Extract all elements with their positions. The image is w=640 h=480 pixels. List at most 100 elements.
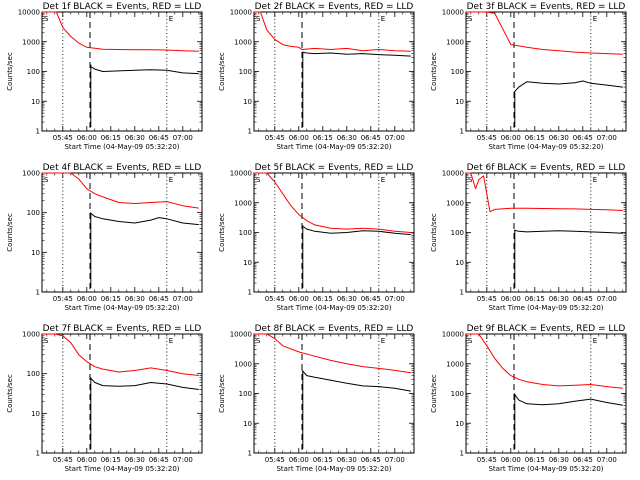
y-tick-label: 100	[27, 370, 40, 378]
x-tick-label: 05:45	[265, 134, 285, 142]
y-axis-label: Counts/sec	[430, 374, 438, 413]
x-tick-label: 06:15	[101, 134, 121, 142]
start-marker-label: S	[44, 337, 49, 345]
y-axis-label: Counts/sec	[218, 213, 226, 252]
x-tick-label: 06:00	[501, 456, 521, 464]
series-line-lld	[466, 172, 623, 213]
chart-panel-4: Det 4f BLACK = Events, RED = LLD 1 10 100 10…	[6, 163, 203, 312]
chart-panel-6: Det 6f BLACK = Events, RED = LLD 1 10 100 10…	[430, 163, 627, 312]
y-tick-label: 10	[31, 98, 40, 106]
x-axis-label: Start Time (04-May-09 05:32:20)	[276, 465, 391, 473]
y-tick-label: 100	[451, 68, 464, 76]
y-tick-label: 10	[455, 420, 464, 428]
series-line-events	[301, 370, 411, 392]
y-tick-label: 10	[455, 98, 464, 106]
chart-panel-8: Det 8f BLACK = Events, RED = LLD 1 10 100 10…	[218, 324, 415, 473]
y-tick-label: 10000	[230, 170, 252, 178]
y-tick-label: 100	[451, 390, 464, 398]
y-tick-label: 10000	[230, 9, 252, 17]
x-tick-label: 07:00	[385, 456, 405, 464]
x-tick-label: 06:45	[573, 134, 593, 142]
x-tick-label: 06:30	[125, 456, 145, 464]
x-axis-label: Start Time (04-May-09 05:32:20)	[64, 465, 179, 473]
y-tick-label: 10	[243, 259, 252, 267]
y-tick-label: 1000	[234, 38, 252, 46]
series-line-events	[301, 225, 411, 236]
end-marker-label: E	[381, 15, 385, 23]
y-axis-label: Counts/sec	[218, 52, 226, 91]
x-axis-label: Start Time (04-May-09 05:32:20)	[64, 143, 179, 151]
y-tick-label: 1	[36, 450, 40, 458]
end-marker-label: E	[381, 176, 385, 184]
y-tick-label: 10000	[18, 9, 40, 17]
end-marker-label: E	[381, 337, 385, 345]
x-tick-label: 06:30	[125, 295, 145, 303]
y-tick-label: 1	[36, 128, 40, 136]
x-tick-label: 06:00	[501, 134, 521, 142]
x-tick-label: 06:45	[149, 134, 169, 142]
x-tick-label: 06:45	[361, 456, 381, 464]
series-line-lld	[466, 333, 623, 389]
series-line-events	[513, 80, 623, 93]
series-line-events	[89, 64, 199, 75]
y-axis-label: Counts/sec	[430, 52, 438, 91]
x-tick-label: 06:45	[149, 295, 169, 303]
x-tick-label: 06:15	[313, 295, 333, 303]
x-tick-label: 06:30	[125, 134, 145, 142]
y-tick-label: 100	[239, 68, 252, 76]
start-marker-label: S	[256, 15, 261, 23]
end-marker-label: E	[169, 337, 173, 345]
x-tick-label: 06:45	[361, 134, 381, 142]
chart-title: Det 1f BLACK = Events, RED = LLD	[43, 2, 202, 12]
series-line-lld	[254, 333, 411, 374]
series-line-lld	[466, 11, 623, 55]
y-axis-label: Counts/sec	[430, 213, 438, 252]
x-axis-label: Start Time (04-May-09 05:32:20)	[488, 465, 603, 473]
x-tick-label: 06:15	[525, 295, 545, 303]
x-tick-label: 06:30	[549, 295, 569, 303]
series-line-lld	[42, 11, 199, 52]
x-tick-label: 07:00	[597, 456, 617, 464]
x-tick-label: 05:45	[477, 456, 497, 464]
y-tick-label: 100	[451, 229, 464, 237]
y-tick-label: 100	[27, 209, 40, 217]
x-tick-label: 07:00	[173, 295, 193, 303]
x-tick-label: 06:00	[501, 295, 521, 303]
x-tick-label: 07:00	[385, 134, 405, 142]
x-tick-label: 05:45	[53, 295, 73, 303]
plot-frame	[465, 333, 627, 454]
x-tick-label: 06:15	[313, 134, 333, 142]
series-line-events	[301, 51, 411, 57]
series-line-lld	[254, 11, 411, 52]
y-tick-label: 10000	[442, 331, 464, 339]
chart-title: Det 2f BLACK = Events, RED = LLD	[255, 2, 414, 12]
x-tick-label: 06:15	[525, 456, 545, 464]
y-tick-label: 10	[243, 420, 252, 428]
end-marker-label: E	[593, 337, 597, 345]
x-tick-label: 05:45	[265, 456, 285, 464]
x-tick-label: 06:45	[573, 295, 593, 303]
x-tick-label: 06:00	[77, 134, 97, 142]
x-tick-label: 06:15	[101, 456, 121, 464]
x-tick-label: 06:30	[337, 295, 357, 303]
y-tick-label: 1	[36, 289, 40, 297]
chart-panel-5: Det 5f BLACK = Events, RED = LLD 1 10 100 10…	[218, 163, 415, 312]
y-tick-label: 1000	[446, 199, 464, 207]
x-tick-label: 05:45	[53, 134, 73, 142]
start-marker-label: S	[44, 15, 49, 23]
x-tick-label: 06:00	[77, 456, 97, 464]
x-tick-label: 07:00	[385, 295, 405, 303]
x-tick-label: 06:30	[337, 456, 357, 464]
chart-panel-2: Det 2f BLACK = Events, RED = LLD 1 10 100 10…	[218, 2, 415, 151]
y-tick-label: 1	[460, 128, 464, 136]
y-tick-label: 1000	[234, 199, 252, 207]
y-tick-label: 10000	[442, 170, 464, 178]
x-tick-label: 06:00	[289, 134, 309, 142]
y-tick-label: 1000	[22, 331, 40, 339]
series-line-events	[513, 393, 623, 406]
y-tick-label: 1000	[22, 38, 40, 46]
chart-title: Det 3f BLACK = Events, RED = LLD	[467, 2, 626, 12]
y-tick-label: 1000	[446, 360, 464, 368]
y-tick-label: 10	[455, 259, 464, 267]
y-tick-label: 1	[248, 450, 252, 458]
